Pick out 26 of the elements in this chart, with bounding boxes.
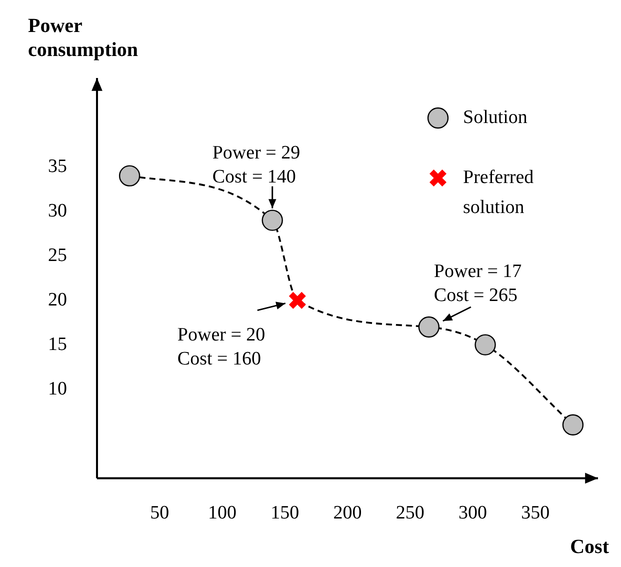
legend-label: Preferred solution bbox=[463, 166, 534, 218]
x-tick-label: 300 bbox=[458, 502, 487, 524]
x-tick-label: 50 bbox=[150, 502, 170, 524]
annotation: Power = 20 Cost = 160 bbox=[177, 324, 266, 370]
annotation: Power = 29 Cost = 140 bbox=[212, 142, 300, 188]
y-tick-label: 30 bbox=[48, 200, 67, 222]
point bbox=[562, 414, 584, 436]
point bbox=[474, 334, 496, 356]
x-tick-label: 350 bbox=[521, 502, 550, 524]
y-axis-title: Power consumption bbox=[28, 15, 138, 61]
point bbox=[262, 210, 283, 231]
x-axis-title: Cost bbox=[570, 536, 610, 558]
point bbox=[118, 165, 140, 186]
x-tick-label: 150 bbox=[270, 502, 300, 524]
y-tick-label: 20 bbox=[48, 289, 67, 310]
y-tick-label: 35 bbox=[48, 156, 67, 177]
x-tick-label: 250 bbox=[396, 502, 424, 524]
annotation: Power = 17 Cost = 265 bbox=[434, 261, 522, 306]
point bbox=[288, 290, 307, 310]
legend-label: Solution bbox=[463, 106, 528, 128]
y-tick-label: 25 bbox=[48, 244, 67, 266]
point bbox=[418, 316, 440, 338]
y-tick-label: 15 bbox=[48, 334, 67, 355]
y-tick-label: 10 bbox=[48, 378, 67, 400]
x-tick-label: 100 bbox=[208, 502, 236, 524]
x-tick-label: 200 bbox=[333, 502, 362, 524]
